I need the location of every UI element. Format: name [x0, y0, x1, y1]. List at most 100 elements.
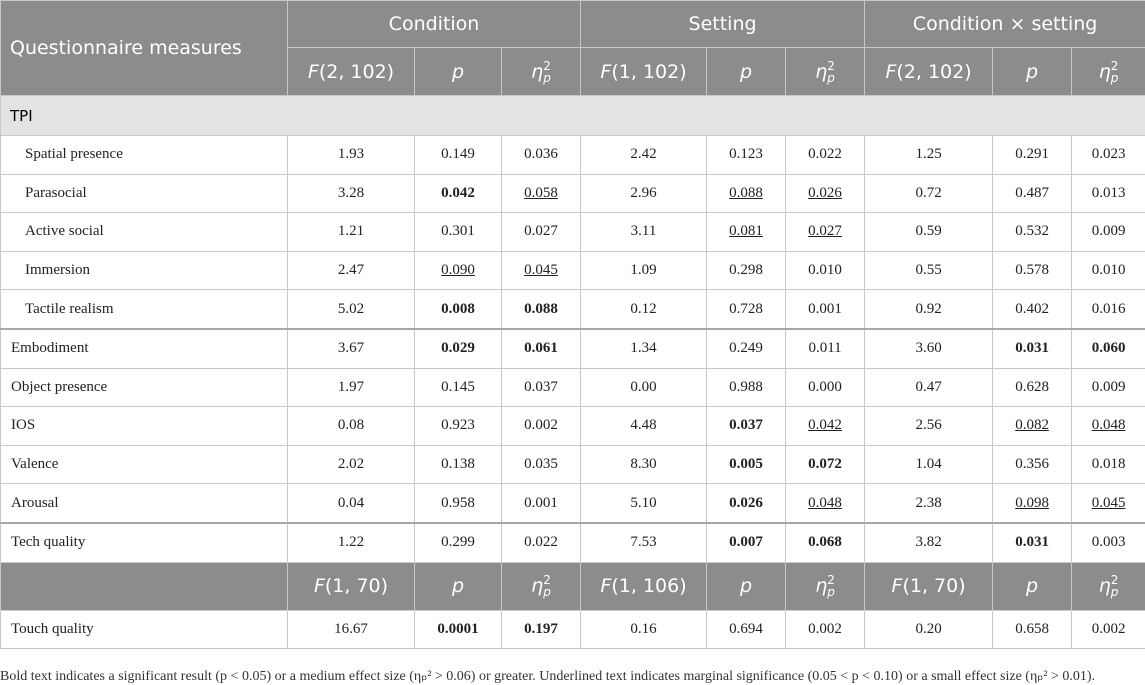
cell: 0.026	[785, 173, 866, 214]
cell: 4.48	[580, 406, 708, 446]
data-row: Tech quality 1.22 0.299 0.022 7.53 0.007 0.068…	[0, 521, 1145, 563]
subscript: p	[543, 70, 551, 85]
stat-symbol: F	[307, 60, 319, 83]
stat-header: p	[992, 47, 1073, 96]
cell: 0.958	[414, 483, 502, 524]
row-label: IOS	[0, 406, 288, 446]
cell: 0.068	[785, 521, 866, 563]
superscript: 2	[1110, 58, 1119, 73]
cell: 3.67	[287, 327, 415, 369]
cell-value: 0.026	[729, 494, 763, 511]
row-label: Active social	[0, 212, 288, 252]
cell-value: 0.090	[441, 262, 475, 279]
data-row: Valence 2.02 0.138 0.035 8.30 0.005 0.072 1.04 0…	[0, 444, 1145, 485]
cell-value: 0.088	[524, 300, 558, 317]
cell: 0.55	[864, 250, 994, 291]
cell: 1.21	[287, 212, 415, 252]
cell-value: 0.098	[1015, 494, 1049, 511]
cell: 0.082	[992, 406, 1073, 446]
cell: 0.532	[992, 212, 1073, 252]
cell: 0.923	[414, 406, 502, 446]
cell: 0.023	[1071, 135, 1145, 175]
stat-symbol: F	[885, 60, 897, 83]
cell: 0.009	[1071, 212, 1145, 252]
cell: 0.72	[864, 173, 994, 214]
cell: 0.0001	[414, 609, 502, 650]
cell: 0.045	[1071, 483, 1145, 524]
cell: 0.249	[706, 327, 787, 369]
header-cell: Setting	[580, 0, 866, 48]
data-row: Spatial presence 1.93 0.149 0.036 2.42 0.123 0…	[0, 135, 1145, 175]
cell-value: 0.007	[729, 534, 763, 551]
cell: 0.298	[706, 250, 787, 291]
data-row: IOS 0.08 0.923 0.002 4.48 0.037 0.042 2.56 0.082…	[0, 406, 1145, 446]
results-table: Questionnaire measures Condition Setting Co…	[0, 0, 1145, 650]
cell-value: 0.088	[729, 184, 763, 201]
stat-symbol: η	[815, 574, 828, 597]
cell: 0.005	[706, 444, 787, 485]
subheader-row: F(2, 102) p η 2 p F(1, 102) p η 2 p F(2, 102) p η 2 p	[1, 47, 1145, 96]
cell: 0.138	[414, 444, 502, 485]
cell: 0.013	[1071, 173, 1145, 214]
cell-value: 0.031	[1015, 340, 1049, 357]
cell: 0.002	[500, 406, 582, 446]
row-label: Valence	[0, 444, 288, 485]
cell: 0.578	[992, 250, 1073, 291]
row-label: Arousal	[0, 483, 288, 524]
stat-header: p	[706, 561, 787, 611]
cell: 0.010	[1071, 250, 1145, 291]
data-row: Tactile realism 5.02 0.008 0.088 0.12 0.728 0.…	[0, 289, 1145, 330]
cell: 2.42	[580, 135, 708, 175]
section-row: TPI	[0, 95, 1145, 136]
cell-value: 0.031	[1015, 534, 1049, 551]
cell: 3.82	[864, 521, 994, 563]
cell: 2.96	[580, 173, 708, 214]
header-cell: Questionnaire measures	[0, 0, 288, 96]
subscript: p	[543, 585, 551, 600]
stat-symbol: p	[740, 575, 753, 598]
stat-header: p	[414, 561, 502, 611]
cell: 0.098	[992, 483, 1073, 524]
cell: 0.145	[414, 367, 502, 408]
data-row: Object presence 1.97 0.145 0.037 0.00 0.988 0.…	[0, 367, 1145, 408]
cell: 3.11	[580, 212, 708, 252]
row-label: Tactile realism	[0, 289, 288, 330]
stat-args: (1, 70)	[902, 575, 966, 598]
stat-args: (1, 106)	[611, 575, 687, 598]
stat-symbol: p	[740, 60, 753, 83]
cell-value: 0.005	[729, 456, 763, 473]
cell-value: 0.027	[808, 223, 842, 240]
stat-symbol: F	[600, 575, 612, 598]
cell-value: 0.048	[1091, 417, 1126, 434]
cell: 0.048	[785, 483, 866, 524]
cell: 3.28	[287, 173, 415, 214]
header-cell: Condition × setting	[864, 0, 1145, 48]
cell-value: 0.082	[1015, 417, 1049, 434]
cell: 1.22	[287, 521, 415, 563]
cell: 0.16	[580, 609, 708, 650]
cell-value: 0.072	[808, 456, 842, 473]
row-label: Parasocial	[0, 173, 288, 214]
superscript: 2	[827, 573, 835, 588]
subheader-row: F(1, 70) p η 2 p F(1, 106) p η 2 p F(1, 70) p η 2 p	[0, 561, 1145, 611]
cell: 0.658	[992, 609, 1073, 650]
cell: 0.088	[500, 289, 582, 330]
cell-value: 0.060	[1091, 340, 1126, 357]
cell: 0.988	[706, 367, 787, 408]
cell: 1.97	[287, 367, 415, 408]
cell: 0.001	[500, 483, 582, 524]
cell: 0.026	[706, 483, 787, 524]
superscript: 2	[827, 58, 835, 73]
cell: 0.035	[500, 444, 582, 485]
cell: 0.00	[580, 367, 708, 408]
cell: 2.02	[287, 444, 415, 485]
cell: 0.042	[414, 173, 502, 214]
data-row: Immersion 2.47 0.090 0.045 1.09 0.298 0.010 0.5…	[0, 250, 1145, 291]
cell: 0.060	[1071, 327, 1145, 369]
